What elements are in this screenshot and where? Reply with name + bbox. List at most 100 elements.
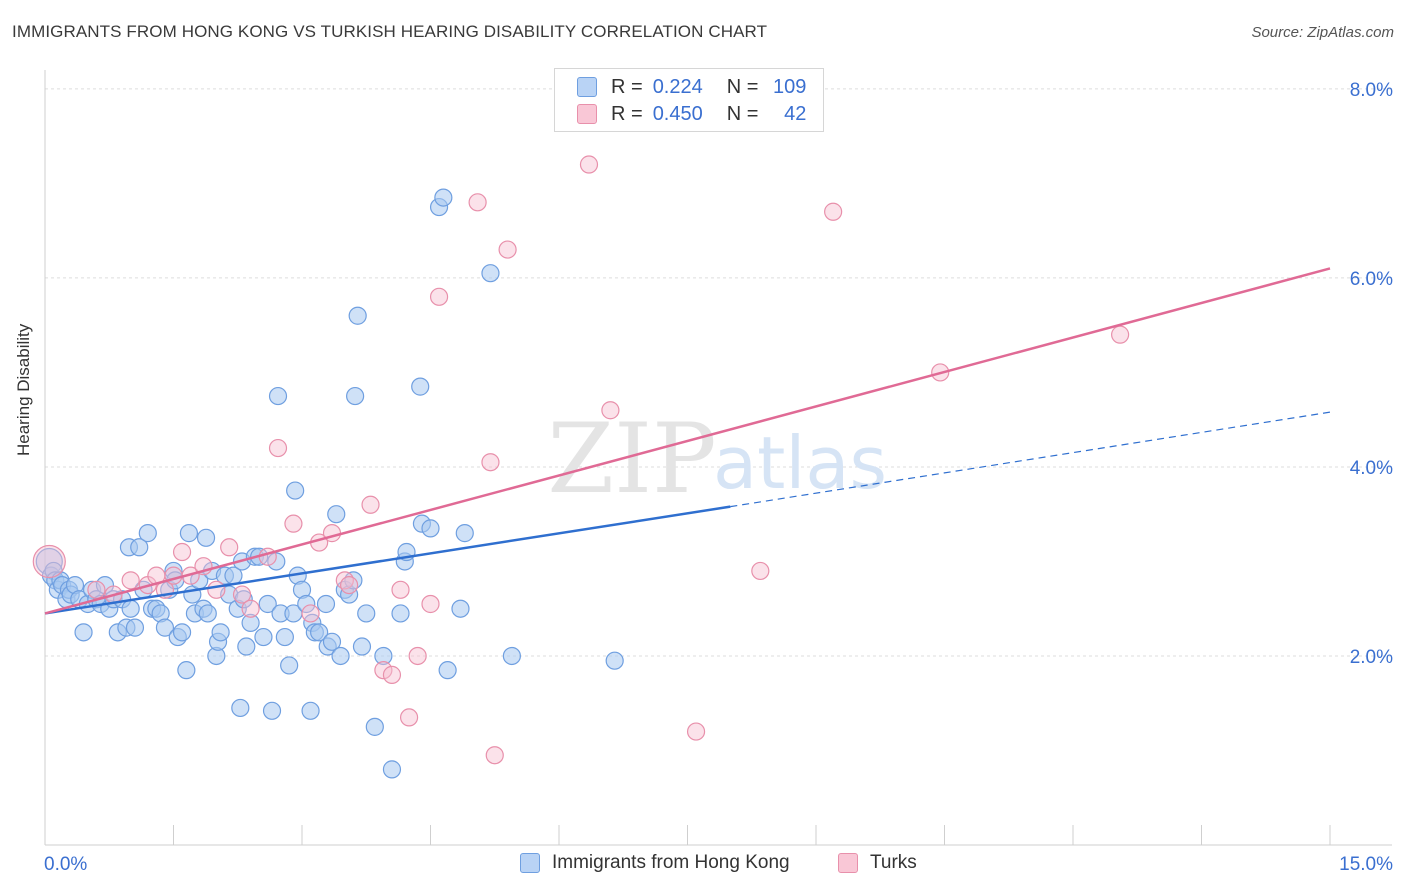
chart-title: IMMIGRANTS FROM HONG KONG VS TURKISH HEA… bbox=[12, 22, 768, 41]
data-point-turks bbox=[481, 453, 500, 472]
data-point-turks bbox=[268, 438, 288, 458]
data-point-hong-kong bbox=[231, 698, 250, 718]
data-point-turks bbox=[374, 661, 393, 680]
trendline-turks bbox=[44, 267, 1331, 615]
legend-n-value: 42 bbox=[784, 102, 807, 125]
data-point-hong-kong bbox=[196, 528, 216, 547]
data-point-hong-kong bbox=[237, 637, 256, 656]
data-point-hong-kong bbox=[267, 552, 286, 571]
data-point-turks bbox=[241, 599, 260, 618]
data-point-hong-kong bbox=[280, 656, 299, 675]
data-point-hong-kong bbox=[421, 519, 440, 538]
data-point-hong-kong bbox=[322, 632, 342, 651]
data-point-hong-kong bbox=[605, 651, 624, 670]
data-point-hong-kong bbox=[254, 627, 273, 647]
data-point-turks bbox=[284, 514, 303, 533]
data-point-hong-kong bbox=[348, 306, 367, 325]
gridlines bbox=[45, 88, 1392, 657]
data-point-turks bbox=[361, 495, 380, 514]
data-point-turks bbox=[751, 561, 770, 581]
data-point-hong-kong bbox=[268, 386, 288, 406]
data-point-turks bbox=[32, 544, 66, 579]
legend-swatch-pink bbox=[577, 104, 597, 124]
legend-item-hong-kong: Immigrants from Hong Kong bbox=[520, 852, 790, 874]
x-tick-label-min: 0.0% bbox=[44, 854, 87, 875]
data-point-hong-kong bbox=[382, 760, 402, 779]
data-point-turks bbox=[579, 155, 599, 174]
trendline-hong-kong bbox=[44, 505, 731, 615]
correlation-legend: R = 0.224 N = 109 R = 0.450 N = 42 bbox=[554, 68, 824, 132]
data-point-hong-kong bbox=[138, 524, 157, 543]
data-point-turks bbox=[408, 646, 427, 666]
data-point-hong-kong bbox=[301, 701, 320, 720]
data-point-turks bbox=[172, 542, 192, 562]
data-point-turks bbox=[391, 580, 410, 599]
data-point-turks bbox=[121, 571, 140, 590]
data-point-turks bbox=[429, 287, 449, 306]
data-point-hong-kong bbox=[455, 524, 474, 543]
data-point-hong-kong bbox=[411, 377, 430, 396]
data-point-turks bbox=[382, 665, 402, 684]
y-tick-label: 4.0% bbox=[1350, 458, 1393, 479]
data-point-hong-kong bbox=[502, 646, 521, 666]
trendline-hong-kong-projection bbox=[730, 411, 1331, 508]
legend-label-turks: Turks bbox=[870, 852, 917, 873]
data-point-hong-kong bbox=[391, 604, 410, 623]
data-point-hong-kong bbox=[275, 627, 294, 647]
data-point-turks bbox=[686, 722, 706, 741]
trendlines bbox=[44, 267, 1331, 615]
data-point-turks bbox=[498, 240, 517, 259]
y-tick-label: 6.0% bbox=[1350, 269, 1393, 290]
data-point-turks bbox=[87, 580, 106, 599]
data-point-turks bbox=[207, 580, 226, 599]
data-point-hong-kong bbox=[121, 599, 140, 618]
source-label: Source: ZipAtlas.com bbox=[1251, 24, 1394, 41]
data-point-turks bbox=[399, 708, 419, 727]
legend-r-value: 0.224 bbox=[652, 75, 703, 98]
data-point-hong-kong bbox=[241, 613, 260, 632]
data-point-turks bbox=[824, 202, 843, 221]
data-point-hong-kong bbox=[286, 481, 305, 500]
data-point-hong-kong bbox=[130, 538, 149, 557]
watermark: ZIP atlas bbox=[547, 403, 887, 515]
legend-swatch-blue bbox=[520, 853, 540, 873]
legend-row-turks: R = 0.450 N = 42 bbox=[577, 102, 806, 126]
y-tick-label: 2.0% bbox=[1350, 647, 1393, 668]
tick-labels: 2.0% 4.0% 6.0% 8.0% 0.0% 15.0% bbox=[44, 80, 1393, 875]
data-point-hong-kong bbox=[179, 524, 199, 543]
data-point-turks bbox=[421, 594, 440, 614]
data-point-hong-kong bbox=[262, 701, 282, 720]
data-point-turks bbox=[220, 538, 239, 557]
legend-r-label: R = bbox=[611, 102, 643, 125]
data-point-hong-kong bbox=[211, 623, 230, 642]
data-point-hong-kong bbox=[481, 264, 500, 283]
data-point-hong-kong bbox=[451, 599, 470, 618]
legend-item-turks: Turks bbox=[838, 852, 917, 874]
data-point-turks bbox=[468, 193, 487, 212]
data-point-hong-kong bbox=[316, 594, 336, 614]
data-point-hong-kong bbox=[125, 618, 145, 637]
legend-r-label: R = bbox=[611, 75, 643, 98]
data-point-turks bbox=[601, 401, 620, 420]
watermark-atlas: atlas bbox=[713, 421, 887, 505]
legend-n-label: N = bbox=[726, 102, 759, 125]
data-point-hong-kong bbox=[258, 594, 277, 614]
data-point-hong-kong bbox=[74, 623, 93, 642]
data-point-hong-kong bbox=[346, 386, 365, 406]
x-tick-label-max: 15.0% bbox=[1339, 854, 1393, 875]
data-point-hong-kong bbox=[155, 618, 175, 637]
data-point-hong-kong bbox=[177, 661, 196, 680]
data-point-hong-kong bbox=[327, 505, 346, 524]
legend-row-hong-kong: R = 0.224 N = 109 bbox=[577, 75, 806, 99]
legend-label-hong-kong: Immigrants from Hong Kong bbox=[552, 852, 790, 873]
data-point-hong-kong bbox=[434, 188, 453, 207]
legend-swatch-pink bbox=[838, 853, 858, 873]
legend-r-value: 0.450 bbox=[652, 102, 703, 125]
data-point-turks bbox=[340, 575, 359, 595]
legend-n-label: N = bbox=[726, 75, 759, 98]
legend-swatch-blue bbox=[577, 77, 597, 97]
legend-n-value: 109 bbox=[773, 75, 807, 98]
y-axis-label: Hearing Disability bbox=[14, 323, 33, 456]
series-legend: Immigrants from Hong Kong Turks bbox=[0, 852, 1406, 878]
data-point-hong-kong bbox=[374, 646, 393, 666]
